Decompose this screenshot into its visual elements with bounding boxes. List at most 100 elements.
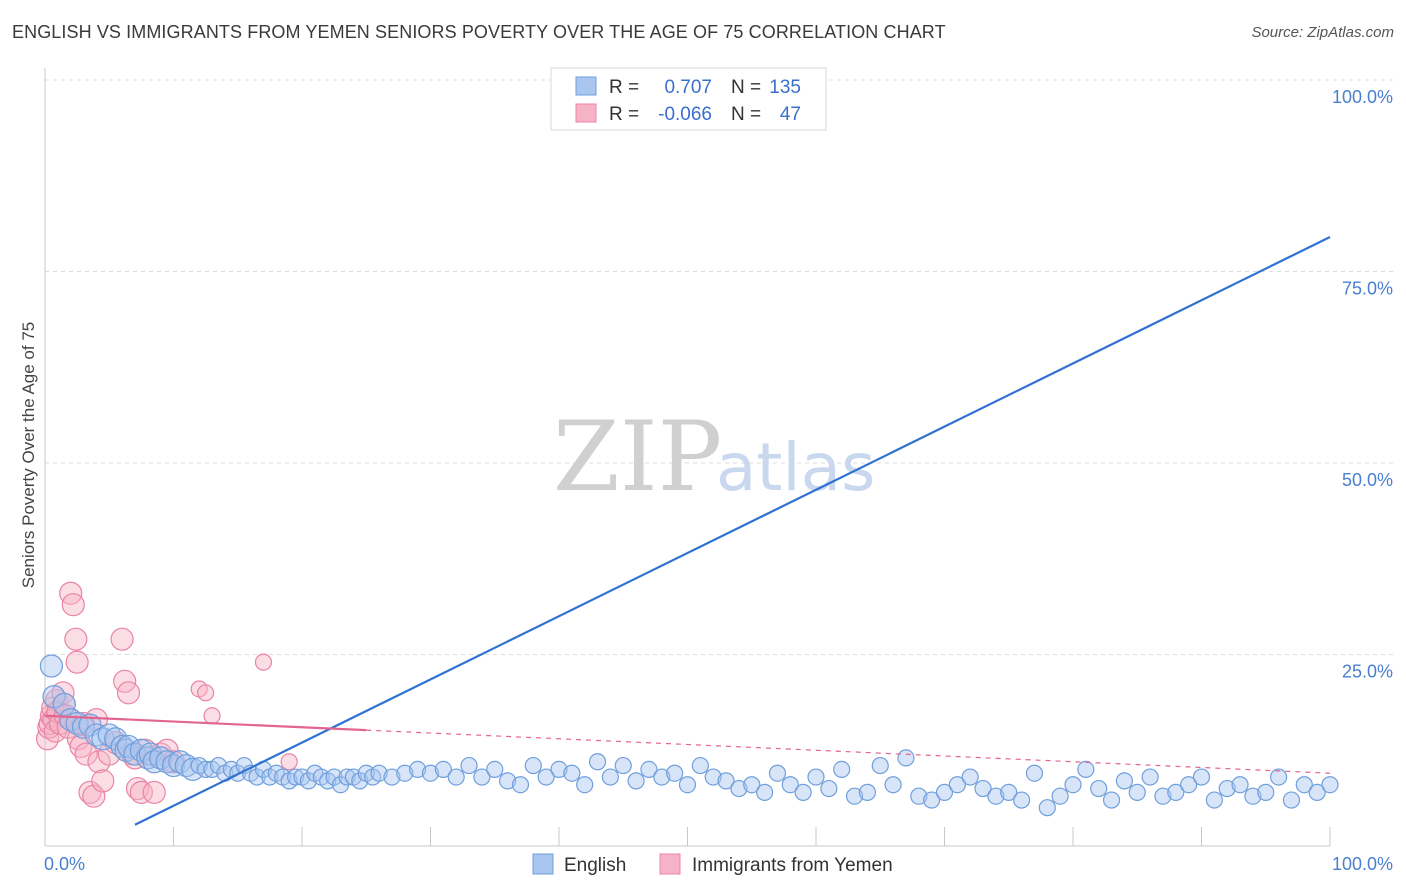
english-point-13 xyxy=(116,734,141,759)
trend-lines xyxy=(44,236,1331,826)
y-tick-label-50: 50.0% xyxy=(1342,470,1393,490)
english-point-68 xyxy=(563,764,581,782)
correlation-legend: R = 0.707 N = 135 R = -0.066 N = 47 xyxy=(550,67,827,131)
english-point-97 xyxy=(935,783,954,801)
trend-line-english xyxy=(134,236,1331,826)
y-tick-label-100: 100.0% xyxy=(1332,87,1393,107)
english-point-93 xyxy=(884,776,902,794)
yemen-point-22 xyxy=(78,780,102,804)
yemen-point-29 xyxy=(110,627,134,651)
yemen-point-45 xyxy=(254,653,273,671)
english-point-62 xyxy=(486,760,504,779)
english-point-69 xyxy=(576,776,594,794)
english-point-115 xyxy=(1167,783,1185,801)
yemen-point-23 xyxy=(82,784,106,808)
series-legend: English Immigrants from Yemen xyxy=(532,853,893,876)
english-point-86 xyxy=(794,783,812,801)
english-point-19 xyxy=(149,746,173,770)
english-point-121 xyxy=(1244,787,1262,805)
yemen-point-43 xyxy=(197,684,215,702)
english-point-21 xyxy=(161,753,186,778)
english-point-59 xyxy=(447,768,465,786)
english-point-26 xyxy=(197,760,215,779)
english-point-96 xyxy=(923,791,941,809)
legend-n-label-english: N = xyxy=(731,77,761,98)
english-point-74 xyxy=(640,760,658,779)
english-point-53 xyxy=(370,764,388,782)
english-point-66 xyxy=(537,768,555,786)
legend-n-value-yemen: 47 xyxy=(780,104,801,125)
english-point-63 xyxy=(499,772,517,790)
legend-r-label-english: R = xyxy=(609,77,639,98)
english-point-112 xyxy=(1128,783,1146,801)
english-point-78 xyxy=(691,756,709,775)
english-point-104 xyxy=(1025,764,1044,782)
y-tick-label-75: 75.0% xyxy=(1342,279,1393,299)
english-point-124 xyxy=(1282,791,1301,809)
english-point-83 xyxy=(755,783,774,801)
english-point-117 xyxy=(1192,768,1211,786)
english-point-71 xyxy=(601,768,620,786)
english-point-109 xyxy=(1090,779,1108,798)
yemen-point-44 xyxy=(203,707,221,725)
english-point-57 xyxy=(421,764,440,782)
english-point-9 xyxy=(97,723,121,747)
english-point-91 xyxy=(858,783,877,801)
yemen-point-31 xyxy=(116,681,141,705)
yemen-point-14 xyxy=(59,581,83,605)
english-point-108 xyxy=(1077,760,1095,779)
trend-line-yemen-solid xyxy=(44,714,367,732)
yemen-point-26 xyxy=(91,769,115,793)
english-point-0 xyxy=(39,654,64,678)
watermark-zip: ZIP xyxy=(553,401,722,513)
english-point-98 xyxy=(948,776,966,794)
legend-r-label-yemen: R = xyxy=(609,104,639,125)
english-point-40 xyxy=(286,768,305,786)
english-point-119 xyxy=(1218,779,1236,798)
english-point-72 xyxy=(614,756,632,775)
legend-r-value-english: 0.707 xyxy=(664,77,712,98)
gridlines xyxy=(45,79,1393,655)
x-ticks xyxy=(44,827,1331,846)
yemen-point-38 xyxy=(142,780,166,804)
english-point-7 xyxy=(84,723,109,747)
english-point-88 xyxy=(820,779,838,798)
bottom-legend-label-yemen: Immigrants from Yemen xyxy=(692,855,893,876)
legend-swatch-yemen xyxy=(575,103,597,123)
yemen-point-16 xyxy=(64,627,88,651)
yemen-point-21 xyxy=(74,742,98,766)
x-tick-label-0: 0.0% xyxy=(44,854,85,874)
english-point-95 xyxy=(910,787,928,805)
source-label: Source: ZipAtlas.com xyxy=(1251,24,1394,41)
yemen-point-15 xyxy=(61,593,85,617)
y-tick-labels: 25.0% 50.0% 75.0% 100.0% xyxy=(1332,87,1393,682)
legend-r-value-yemen: -0.066 xyxy=(658,104,712,125)
english-point-103 xyxy=(1012,791,1031,809)
english-point-107 xyxy=(1064,776,1082,794)
english-point-79 xyxy=(704,768,722,786)
english-point-110 xyxy=(1102,791,1121,809)
bottom-legend-swatch-yemen xyxy=(659,853,681,875)
english-point-94 xyxy=(897,749,915,767)
y-tick-label-25: 25.0% xyxy=(1342,662,1393,682)
english-point-82 xyxy=(743,776,761,794)
english-point-16 xyxy=(136,746,160,770)
english-point-81 xyxy=(730,779,748,798)
x-tick-label-100: 100.0% xyxy=(1332,854,1393,874)
english-point-101 xyxy=(987,787,1005,805)
chart-title: ENGLISH VS IMMIGRANTS FROM YEMEN SENIORS… xyxy=(12,22,946,42)
english-point-126 xyxy=(1308,783,1326,801)
english-point-105 xyxy=(1038,799,1056,817)
legend-n-value-english: 135 xyxy=(769,77,801,98)
english-point-56 xyxy=(409,760,427,779)
english-point-120 xyxy=(1231,776,1249,794)
yemen-point-35 xyxy=(129,780,153,804)
english-point-11 xyxy=(110,734,134,759)
english-point-61 xyxy=(473,768,491,786)
english-point-118 xyxy=(1205,791,1223,809)
english-point-64 xyxy=(511,776,530,794)
legend-swatch-english xyxy=(575,76,597,96)
legend-box xyxy=(550,67,827,131)
bottom-legend-swatch-english xyxy=(532,853,554,875)
